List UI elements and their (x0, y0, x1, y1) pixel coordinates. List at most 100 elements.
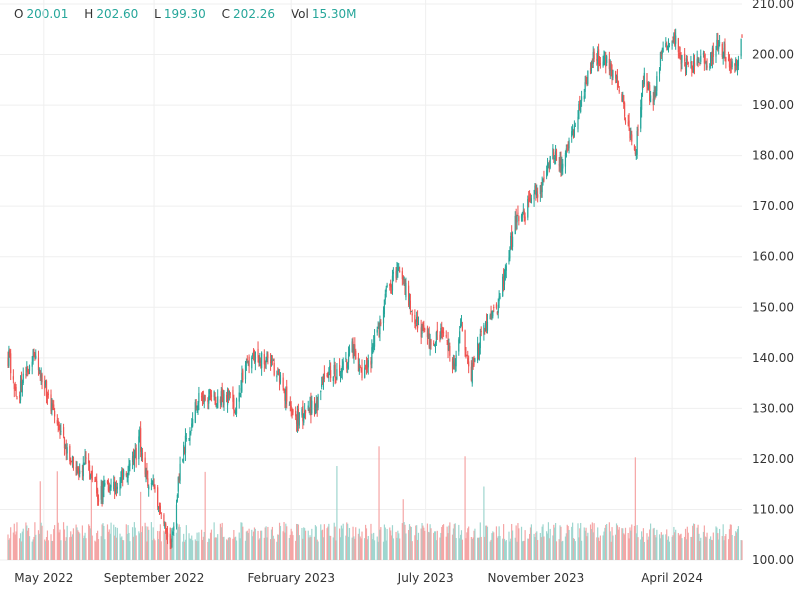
candle-body (322, 374, 325, 383)
close-label: C (221, 7, 231, 21)
candle-body (401, 271, 403, 280)
volume-bar (424, 530, 426, 560)
volume-bar (88, 525, 91, 560)
candle-body (20, 378, 23, 392)
volume-bar (609, 531, 611, 560)
candle-body (216, 404, 218, 407)
volume-bar (511, 523, 513, 560)
volume-bar (631, 524, 633, 560)
candle-body (704, 61, 706, 63)
candle-body (445, 335, 447, 337)
volume-bar (364, 538, 366, 560)
volume-bar (128, 532, 130, 560)
candle-body (641, 81, 644, 90)
volume-bar (478, 537, 481, 560)
volume-bar (66, 525, 68, 560)
candle-body (291, 410, 293, 412)
volume-bar (228, 537, 230, 560)
volume-bar (183, 541, 186, 560)
volume-bar (390, 535, 393, 560)
volume-bar (32, 539, 34, 560)
volume-bar (158, 531, 161, 560)
volume-bar (653, 527, 655, 560)
volume-bar (125, 524, 127, 560)
candle-body (338, 365, 341, 373)
volume-bar (489, 541, 491, 560)
volume-bar (681, 538, 683, 560)
candle-body (364, 365, 367, 368)
candle-body (47, 393, 49, 396)
volume-bar (104, 539, 106, 560)
candle-body (38, 369, 40, 372)
volume-bar (615, 523, 618, 560)
candle-body (66, 447, 68, 454)
candle-body (160, 513, 162, 515)
candle-body (196, 405, 198, 408)
volume-bar (14, 534, 16, 560)
volume-bar (19, 533, 22, 560)
candle-body (647, 83, 649, 90)
candle-body (564, 152, 567, 167)
candle-body (402, 276, 404, 280)
volume-bar (705, 537, 707, 560)
volume-bar (44, 539, 46, 560)
volume-bar (623, 533, 625, 560)
candle-body (416, 317, 418, 322)
candle-body (272, 360, 274, 362)
candle-body (376, 329, 378, 333)
volume-bar (428, 532, 430, 560)
volume-bar (414, 535, 416, 560)
volume-bar (176, 523, 178, 560)
candle-body (580, 101, 582, 112)
candle-body (247, 360, 249, 362)
candle-body (31, 361, 33, 367)
volume-bar (253, 527, 256, 560)
volume-bar (603, 531, 605, 560)
candle-body (499, 296, 501, 299)
volume-bar (107, 531, 109, 560)
volume-bar (615, 534, 617, 560)
candle-body (358, 364, 360, 372)
candle-body (220, 391, 222, 406)
x-tick-label: April 2024 (641, 571, 703, 585)
candle-body (296, 411, 299, 426)
volume-bar (427, 531, 429, 560)
candle-body (21, 381, 23, 393)
x-tick-label: February 2023 (247, 571, 335, 585)
volume-bar (495, 526, 498, 560)
volume-bar (135, 535, 137, 560)
candle-body (367, 360, 369, 368)
candle-body (503, 275, 505, 287)
candle-body (696, 58, 698, 65)
candle-body (492, 310, 494, 317)
volume-bar (730, 524, 732, 560)
candle-body (172, 531, 174, 533)
candle-body (542, 179, 544, 181)
volume-bar (175, 532, 178, 560)
candle-body (596, 59, 598, 61)
open-label: O (14, 7, 24, 21)
candle-body (302, 405, 304, 422)
volume-bar (246, 530, 248, 560)
candle-body (295, 418, 298, 424)
candle-body (415, 325, 417, 327)
volume-bar (342, 523, 344, 560)
volume-bar (523, 540, 525, 560)
candle-body (235, 398, 238, 414)
volume-bar (479, 522, 481, 560)
candle-body (34, 353, 36, 359)
volume-bar (417, 532, 420, 560)
volume-bar (79, 533, 81, 560)
volume-bar (568, 529, 570, 560)
volume-bar (451, 534, 454, 560)
candle-body (260, 363, 262, 366)
candle-body (252, 350, 255, 357)
candle-body (22, 373, 24, 383)
volume-bar (108, 529, 110, 560)
volume-bar (559, 525, 561, 560)
candle-body (326, 375, 328, 377)
candle-body (541, 182, 543, 193)
volume-bar (541, 526, 543, 560)
candle-body (628, 120, 630, 129)
